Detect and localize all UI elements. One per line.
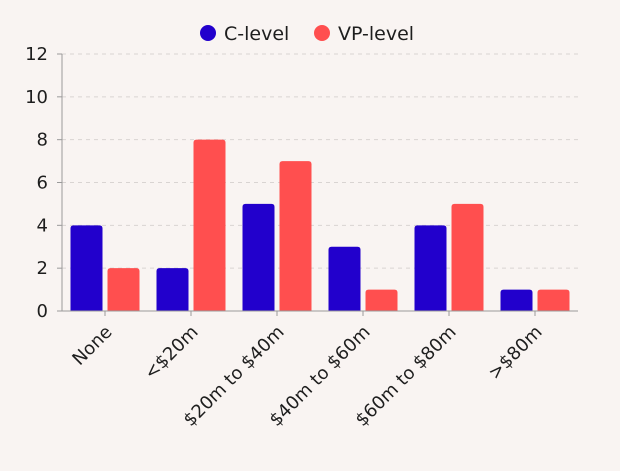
y-tick-label: 0 [37, 301, 48, 322]
y-tick-label: 6 [37, 173, 48, 194]
bar-vp-level-2 [279, 161, 312, 311]
bar-vp-level-3 [365, 289, 398, 311]
y-tick-label: 10 [25, 87, 48, 108]
x-tick-label: <$20m [140, 322, 202, 384]
bar-c-level-1 [156, 268, 189, 311]
y-axis: 0 2 4 6 8 10 12 [25, 44, 63, 322]
y-tick-label: 12 [25, 44, 48, 65]
y-tick-label: 8 [37, 130, 48, 151]
y-tick-label: 2 [37, 258, 48, 279]
chart-legend: C-level VP-level [200, 23, 414, 45]
bar-c-level-2 [242, 203, 275, 311]
bar-vp-level-0 [107, 268, 140, 311]
legend-label-vp-level: VP-level [338, 23, 414, 45]
bars [70, 139, 570, 311]
bar-c-level-5 [500, 289, 533, 311]
x-tick-label: None [68, 322, 116, 370]
bar-vp-level-1 [193, 139, 226, 311]
gridlines [62, 53, 578, 269]
legend-label-c-level: C-level [224, 23, 289, 45]
bar-c-level-3 [328, 246, 361, 311]
bar-c-level-4 [414, 225, 447, 311]
x-axis: None <$20m$20m to $40m$40m to $60m$60m to… [68, 311, 547, 431]
x-tick-label: >$80m [484, 322, 546, 384]
y-tick-label: 4 [37, 215, 48, 236]
bar-c-level-0 [70, 225, 103, 311]
legend-marker-c-level [200, 25, 216, 41]
bar-vp-level-5 [537, 289, 570, 311]
legend-marker-vp-level [314, 25, 330, 41]
bar-vp-level-4 [451, 203, 484, 311]
